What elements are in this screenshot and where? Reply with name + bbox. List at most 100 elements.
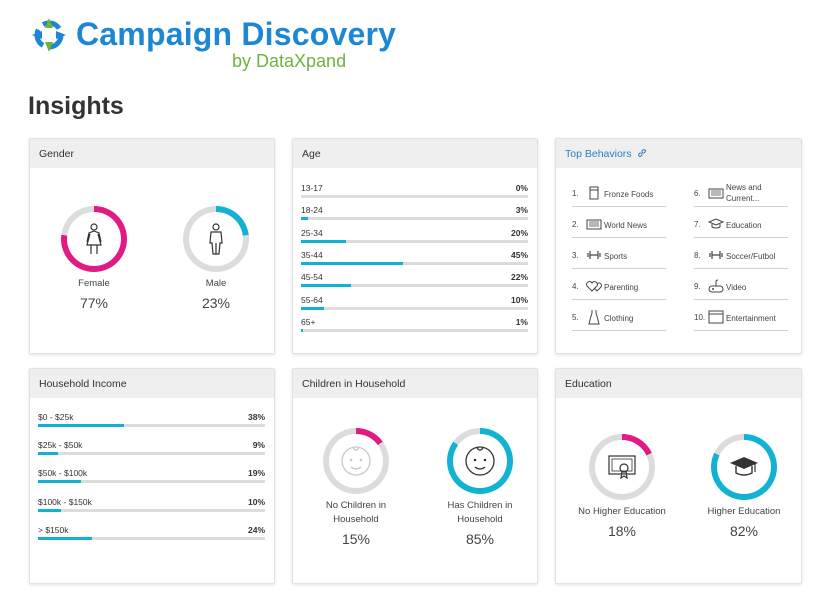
behavior-rank: 4. bbox=[572, 282, 579, 291]
education-card-title: Education bbox=[556, 369, 801, 398]
behavior-item: 10. Entertainment bbox=[694, 305, 788, 331]
no-higher-education-donut bbox=[589, 434, 655, 500]
behavior-label: Clothing bbox=[604, 314, 634, 323]
gamepad-icon bbox=[708, 278, 724, 294]
behaviors-card-title[interactable]: Top Behaviors bbox=[556, 139, 801, 168]
age-label: 13-17 bbox=[301, 183, 323, 193]
graduation-cap-icon bbox=[730, 457, 758, 476]
baby-face-icon bbox=[465, 446, 495, 476]
age-bar-fill bbox=[301, 261, 404, 265]
female-icon bbox=[86, 223, 102, 254]
age-row: 65+ 1% bbox=[301, 317, 528, 337]
income-bar-track bbox=[38, 508, 265, 512]
income-card-title: Household Income bbox=[30, 369, 274, 398]
age-row: 35-44 45% bbox=[301, 250, 528, 270]
children-card-title: Children in Household bbox=[293, 369, 537, 398]
behavior-item: 9. Video bbox=[694, 274, 788, 300]
browser-window-icon bbox=[708, 309, 724, 325]
behavior-item: 7. Education bbox=[694, 212, 788, 238]
age-row: 55-64 10% bbox=[301, 295, 528, 315]
income-card: Household Income $0 - $25k 38% $25k - $50k… bbox=[29, 368, 275, 584]
brand-title: Campaign Discovery bbox=[76, 16, 397, 52]
age-card-title: Age bbox=[293, 139, 537, 168]
income-row: > $150k 24% bbox=[38, 525, 265, 545]
behavior-item: 6. News and Current... bbox=[694, 181, 788, 207]
age-bar-fill bbox=[301, 306, 324, 310]
age-value: 0% bbox=[515, 183, 528, 193]
age-value: 45% bbox=[510, 249, 528, 260]
higher-education: Higher Education 82% bbox=[700, 434, 788, 539]
female-percent: 77% bbox=[79, 295, 109, 311]
no-children: No Children in Household 15% bbox=[319, 428, 393, 547]
age-bar-fill bbox=[301, 284, 351, 288]
income-row: $25k - $50k 9% bbox=[38, 440, 265, 460]
behavior-label: Entertainment bbox=[726, 314, 776, 323]
age-label: 65+ bbox=[301, 316, 316, 327]
behavior-rank: 6. bbox=[694, 189, 701, 198]
gender-female: Female 77% bbox=[54, 206, 134, 311]
no-children-percent: 15% bbox=[341, 531, 371, 547]
gender-card-title: Gender bbox=[30, 139, 274, 168]
behavior-item: 4. Parenting bbox=[572, 274, 666, 300]
age-value: 20% bbox=[510, 227, 528, 238]
link-icon[interactable] bbox=[637, 148, 647, 158]
male-donut bbox=[183, 206, 249, 272]
behavior-item: 5. Clothing bbox=[572, 305, 666, 331]
no-higher-education-percent: 18% bbox=[607, 523, 637, 539]
income-bar-fill bbox=[38, 452, 59, 456]
behavior-rank: 2. bbox=[572, 220, 579, 229]
has-children-donut bbox=[447, 428, 513, 494]
income-bar-track bbox=[38, 536, 265, 540]
age-row: 18-24 3% bbox=[301, 205, 528, 225]
age-bar-track bbox=[301, 239, 528, 243]
dumbbell-icon bbox=[586, 247, 602, 263]
behavior-item: 2. World News bbox=[572, 212, 666, 238]
age-bar-track bbox=[301, 284, 528, 288]
behavior-label: Fronze Foods bbox=[604, 190, 654, 199]
hearts-icon bbox=[586, 278, 602, 294]
frozen-food-icon bbox=[586, 185, 602, 201]
age-bar-track bbox=[301, 261, 528, 265]
behavior-item: 8. Soccer/Futbol bbox=[694, 243, 788, 269]
income-label: $25k - $50k bbox=[38, 440, 83, 451]
age-bar-fill bbox=[301, 217, 308, 221]
age-row: 45-54 22% bbox=[301, 272, 528, 292]
no-children-donut bbox=[323, 428, 389, 494]
age-value: 10% bbox=[510, 294, 528, 305]
graduation-cap-icon bbox=[707, 216, 725, 232]
male-label: Male bbox=[205, 278, 227, 289]
female-label: Female bbox=[78, 278, 110, 289]
income-bar-track bbox=[38, 452, 265, 456]
behavior-rank: 10. bbox=[694, 313, 706, 322]
behavior-item: 3. Sports bbox=[572, 243, 666, 269]
behavior-label: Parenting bbox=[604, 283, 639, 292]
behaviors-title-text[interactable]: Top Behaviors bbox=[565, 148, 632, 160]
income-label: $100k - $150k bbox=[38, 496, 92, 507]
age-label: 55-64 bbox=[301, 294, 323, 305]
income-bar-track bbox=[38, 424, 265, 427]
age-bar-track bbox=[301, 328, 528, 332]
income-row: $100k - $150k 10% bbox=[38, 497, 265, 517]
income-bar-fill bbox=[38, 424, 125, 427]
behavior-label: World News bbox=[604, 221, 647, 230]
newspaper-icon bbox=[586, 216, 602, 232]
income-value: 10% bbox=[247, 496, 265, 507]
brand-subtitle: by DataXpand bbox=[232, 51, 347, 71]
behavior-rank: 3. bbox=[572, 251, 579, 260]
income-row: $50k - $100k 19% bbox=[38, 468, 265, 488]
higher-education-label: Higher Education bbox=[707, 506, 781, 517]
baby-face-faded-icon bbox=[341, 446, 371, 476]
age-label: 18-24 bbox=[301, 205, 323, 216]
dress-icon bbox=[586, 309, 602, 325]
income-bar-track bbox=[38, 480, 265, 484]
behavior-item: 1. Fronze Foods bbox=[572, 181, 666, 207]
income-bar-fill bbox=[38, 480, 82, 484]
male-icon bbox=[209, 223, 223, 255]
higher-education-donut bbox=[711, 434, 777, 500]
behavior-rank: 7. bbox=[694, 220, 701, 229]
income-value: 19% bbox=[247, 468, 265, 479]
income-value: 9% bbox=[252, 440, 265, 451]
behavior-label: Sports bbox=[604, 252, 628, 261]
age-value: 22% bbox=[510, 272, 528, 283]
age-bar-track bbox=[301, 306, 528, 310]
